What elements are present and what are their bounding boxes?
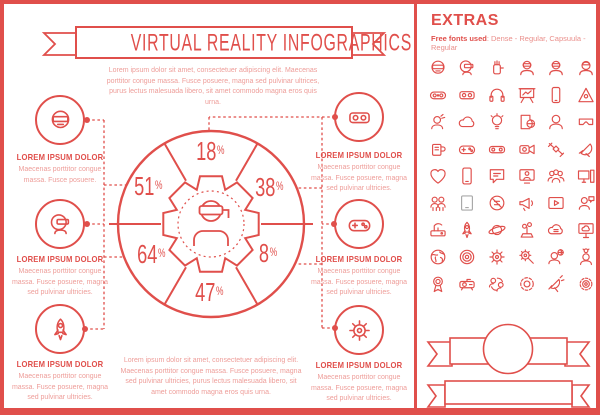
chat-bubble-icon [482,162,512,189]
vr-person-icon [193,200,230,246]
extras-icon-grid [423,54,596,297]
projector-icon [453,270,483,297]
gamepad-icon [346,211,373,238]
extras-fonts-label: Free fonts used [431,34,487,43]
vr-headset-device-icon [346,104,373,131]
camcorder-icon [512,135,542,162]
video-call-icon [512,162,542,189]
vr-person-icon [512,54,542,81]
callout-body: Maecenas porttitor congue massa. Fusce p… [18,166,102,184]
vr-goggles-icon [571,108,596,135]
callout-circles [35,92,384,355]
pie-label-lower-left: 64% [136,239,166,269]
video-player-icon [542,189,572,216]
gear-badge-icon [571,270,596,297]
satellite-icon [542,135,572,162]
cloud-sync-icon [542,216,572,243]
document-globe-icon [512,108,542,135]
extras-fonts-value: : Dense - Regular, Capsuula - Regular [431,34,586,52]
pie-label-lower-right: 8% [258,238,278,268]
idea-bulb-icon [482,108,512,135]
callout-heading: LOREM IPSUM DOLOR [315,254,403,264]
extras-ribbon-plain [426,380,591,408]
gear-icon [482,243,512,270]
panel-divider [414,4,417,408]
callout-body: Maecenas porttitor congue massa. Fusce p… [11,373,109,401]
team-icon [423,189,453,216]
globe-orbit-icon [482,216,512,243]
callout-body: Maecenas porttitor congue massa. Fusce p… [11,268,109,296]
callout-body: Maecenas porttitor congue massa. Fusce p… [310,268,408,296]
callout-heading: LOREM IPSUM DOLOR [315,360,403,370]
pie-label-upper-right: 38% [254,172,284,202]
callout-heading: LOREM IPSUM DOLOR [16,359,104,369]
helmet-person-icon [571,54,596,81]
smartphone-icon [542,81,572,108]
radar-target-icon [453,243,483,270]
callout-heading: LOREM IPSUM DOLOR [16,152,104,162]
satellite-dish-icon [542,270,572,297]
callout-heading: LOREM IPSUM DOLOR [315,150,403,160]
callout-left-1: LOREM IPSUM DOLOR Maecenas porttitor con… [8,152,112,186]
vr-head-front-icon [423,54,453,81]
handheld-console-icon [482,135,512,162]
extras-ribbon-with-circle [426,323,591,375]
blocked-sign-icon [482,189,512,216]
callout-right-3: LOREM IPSUM DOLOR Maecenas porttitor con… [307,360,411,405]
pie-label-upper-left: 51% [133,171,163,201]
avatar-icon [542,108,572,135]
vr-head-front-icon [47,107,74,134]
gear-wrench-icon [512,243,542,270]
gamepad-icon [453,135,483,162]
pyramid-icon [571,81,596,108]
page-title: VIRTUAL REALITY INFOGRAPHICS [130,29,412,56]
headphones-icon [482,81,512,108]
pie-label-top: 18% [195,136,225,166]
people-sync-icon [482,270,512,297]
pie-label-bottom: 47% [194,277,224,307]
drone-dish-icon [571,135,596,162]
hand-plant-icon [512,216,542,243]
gear-icon [346,317,373,344]
tablet-icon [453,189,483,216]
vr-head-side-icon [47,211,74,238]
person-idea-icon [571,243,596,270]
footer-paragraph: Lorem ipsum dolor sit amet, consectetuer… [120,357,302,396]
extras-title: EXTRAS [431,12,499,29]
heart-icon [423,162,453,189]
person-chat-icon [571,189,596,216]
wired-glove-icon [482,54,512,81]
callout-left-3: LOREM IPSUM DOLOR Maecenas porttitor con… [8,359,112,404]
presentation-board-icon [512,81,542,108]
intro-paragraph: Lorem ipsum dolor sit amet, consectetuer… [106,67,320,106]
vr-person-2-icon [542,54,572,81]
workstation-icon [571,162,596,189]
extras-fonts-note: Free fonts used: Dense - Regular, Capsuu… [431,34,596,52]
vr-headset-device-icon [453,81,483,108]
gear-ring-icon [512,270,542,297]
phone-icon [453,162,483,189]
cloud-icon [453,108,483,135]
megaphone-icon [512,189,542,216]
earth-globe-icon [423,243,453,270]
callout-right-2: LOREM IPSUM DOLOR Maecenas porttitor con… [307,254,411,299]
callout-body: Maecenas porttitor congue massa. Fusce p… [310,164,408,192]
callout-right-1: LOREM IPSUM DOLOR Maecenas porttitor con… [307,150,411,195]
monitor-cloud-icon [571,216,596,243]
rocket-icon [453,216,483,243]
mug-device-icon [423,135,453,162]
callout-heading: LOREM IPSUM DOLOR [16,254,104,264]
people-group-icon [542,162,572,189]
router-icon [423,216,453,243]
person-signal-icon [423,108,453,135]
callout-left-2: LOREM IPSUM DOLOR Maecenas porttitor con… [8,254,112,299]
vr-head-side-icon [453,54,483,81]
person-globe-icon [542,243,572,270]
award-ribbon-icon [423,270,453,297]
vr-controller-icon [423,81,453,108]
rocket-icon [47,316,74,343]
callout-body: Maecenas porttitor congue massa. Fusce p… [310,374,408,402]
